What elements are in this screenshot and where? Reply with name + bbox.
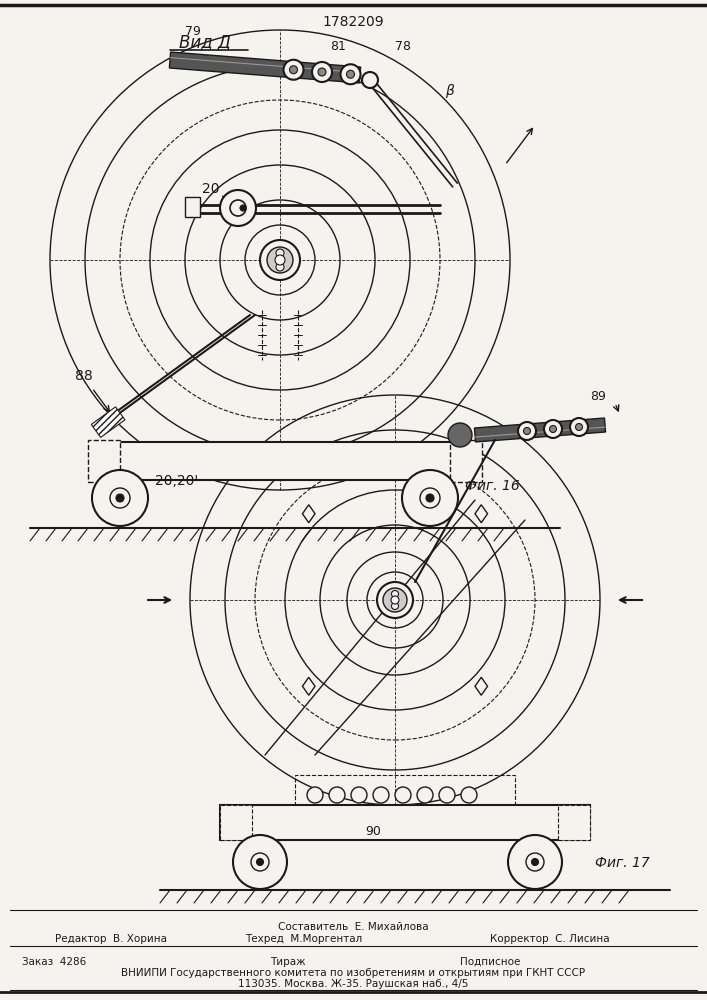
Circle shape [92, 470, 148, 526]
Text: 81: 81 [330, 40, 346, 53]
Circle shape [329, 787, 345, 803]
Circle shape [233, 835, 287, 889]
Circle shape [426, 494, 434, 502]
Text: 1782209: 1782209 [322, 15, 384, 29]
FancyBboxPatch shape [450, 440, 482, 482]
Text: Корректор  С. Лисина: Корректор С. Лисина [490, 934, 609, 944]
Circle shape [276, 263, 284, 271]
Text: Тираж: Тираж [270, 957, 305, 967]
Text: β: β [445, 84, 454, 98]
Circle shape [312, 62, 332, 82]
Circle shape [461, 787, 477, 803]
Text: 20,20': 20,20' [155, 474, 198, 488]
Text: Редактор  В. Хорина: Редактор В. Хорина [55, 934, 167, 944]
Circle shape [377, 582, 413, 618]
Text: Техред  М.Моргентал: Техред М.Моргентал [245, 934, 362, 944]
Circle shape [230, 200, 246, 216]
Text: Составитель  Е. Михайлова: Составитель Е. Михайлова [278, 922, 428, 932]
Text: Фиг. 16: Фиг. 16 [465, 479, 520, 493]
Circle shape [267, 247, 293, 273]
Text: Вид Д: Вид Д [179, 33, 231, 51]
Circle shape [318, 68, 326, 76]
FancyBboxPatch shape [185, 197, 200, 217]
FancyBboxPatch shape [220, 805, 252, 840]
Circle shape [362, 72, 378, 88]
Circle shape [110, 488, 130, 508]
Circle shape [395, 787, 411, 803]
Circle shape [402, 470, 458, 526]
Circle shape [289, 66, 298, 74]
Circle shape [220, 190, 256, 226]
Polygon shape [475, 677, 488, 695]
Text: ВНИИПИ Государственного комитета по изобретениям и открытиям при ГКНТ СССР: ВНИИПИ Государственного комитета по изоб… [121, 968, 585, 978]
Text: 113035. Москва. Ж-35. Раушская наб., 4/5: 113035. Москва. Ж-35. Раушская наб., 4/5 [238, 979, 468, 989]
Polygon shape [474, 418, 605, 442]
Circle shape [448, 423, 472, 447]
Circle shape [391, 596, 399, 604]
Text: 88: 88 [75, 369, 93, 383]
Text: Заказ  4286: Заказ 4286 [22, 957, 86, 967]
Circle shape [351, 787, 367, 803]
Circle shape [532, 858, 539, 865]
Circle shape [508, 835, 562, 889]
Circle shape [284, 60, 303, 80]
FancyBboxPatch shape [90, 442, 480, 480]
Circle shape [116, 494, 124, 502]
Circle shape [439, 787, 455, 803]
Circle shape [549, 426, 556, 432]
FancyBboxPatch shape [220, 805, 590, 840]
Text: 78: 78 [395, 40, 411, 53]
Circle shape [518, 422, 536, 440]
Text: 89: 89 [590, 390, 606, 403]
Circle shape [570, 418, 588, 436]
Circle shape [373, 787, 389, 803]
Circle shape [420, 488, 440, 508]
Circle shape [251, 853, 269, 871]
Circle shape [523, 428, 530, 434]
Text: 20: 20 [202, 182, 219, 196]
Polygon shape [303, 505, 315, 523]
Circle shape [417, 787, 433, 803]
Circle shape [276, 249, 284, 257]
Circle shape [392, 590, 399, 597]
Circle shape [575, 424, 583, 430]
Circle shape [383, 588, 407, 612]
Circle shape [544, 420, 562, 438]
Text: 90: 90 [365, 825, 381, 838]
FancyBboxPatch shape [558, 805, 590, 840]
Circle shape [275, 255, 285, 265]
Circle shape [260, 240, 300, 280]
Text: Фиг. 17: Фиг. 17 [595, 856, 650, 870]
Polygon shape [303, 677, 315, 695]
Circle shape [346, 70, 354, 78]
Circle shape [341, 64, 361, 84]
Text: Подписное: Подписное [460, 957, 520, 967]
Polygon shape [170, 52, 361, 83]
Circle shape [307, 787, 323, 803]
Text: 79: 79 [185, 25, 201, 38]
FancyBboxPatch shape [88, 440, 120, 482]
Circle shape [526, 853, 544, 871]
Circle shape [240, 205, 246, 211]
Polygon shape [475, 505, 488, 523]
Polygon shape [91, 407, 125, 437]
Circle shape [257, 858, 264, 865]
Circle shape [392, 602, 399, 609]
